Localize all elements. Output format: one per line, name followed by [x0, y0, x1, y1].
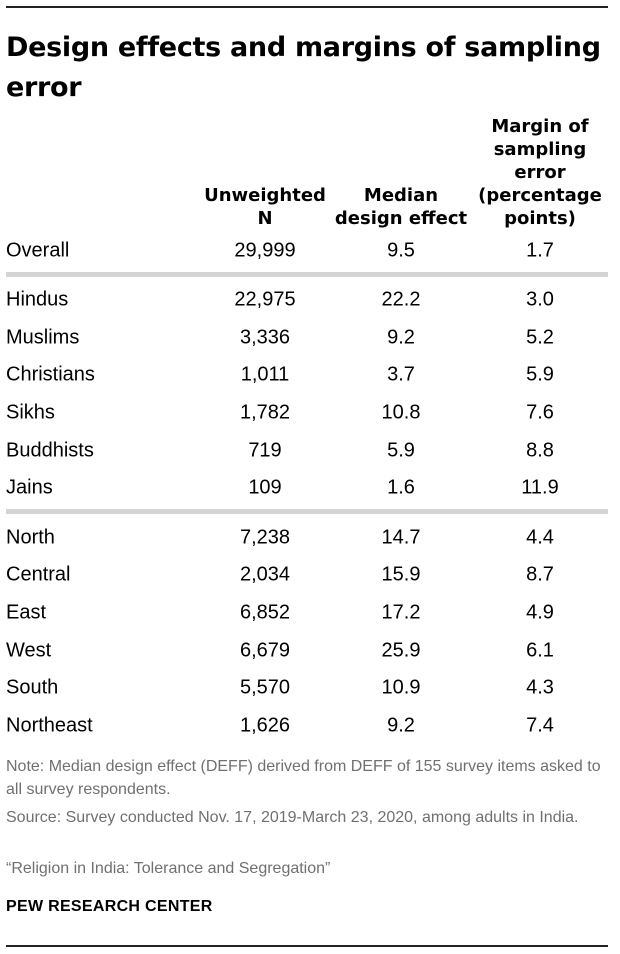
table-row: Sikhs 1,782 10.8 7.6 — [0, 394, 620, 431]
cell-margin-of-error: 3.0 — [526, 288, 554, 311]
table-row: Buddhists 719 5.9 8.8 — [0, 432, 620, 469]
table-row: West 6,679 25.9 6.1 — [0, 632, 620, 669]
note-text: Note: Median design effect (DEFF) derive… — [6, 758, 601, 798]
cell-median-design-effect: 15.9 — [381, 563, 421, 586]
cell-median-design-effect: 10.8 — [381, 401, 421, 424]
cell-margin-of-error: 7.4 — [526, 714, 554, 737]
cell-median-design-effect: 3.7 — [387, 363, 415, 386]
cell-median-design-effect: 1.6 — [387, 476, 415, 499]
cell-unweighted-n: 1,626 — [239, 714, 291, 737]
row-label: South — [6, 676, 59, 699]
cell-unweighted-n: 5,570 — [239, 676, 291, 699]
cell-unweighted-n: 719 — [248, 439, 282, 461]
bottom-rule — [6, 945, 608, 947]
cell-margin-of-error: 4.3 — [526, 676, 554, 699]
cell-median-design-effect: 5.9 — [387, 439, 415, 461]
table-row: Northeast 1,626 9.2 7.4 — [0, 707, 620, 744]
table-row: East 6,852 17.2 4.9 — [0, 594, 620, 631]
cell-median-design-effect: 9.2 — [387, 714, 415, 737]
row-label: Overall — [6, 239, 70, 261]
table-row: Christians 1,011 3.7 5.9 — [0, 357, 620, 394]
cell-unweighted-n: 29,999 — [234, 239, 296, 261]
cell-margin-of-error: 6.1 — [526, 639, 554, 661]
row-label: Buddhists — [6, 439, 94, 461]
cell-margin-of-error: 8.7 — [526, 563, 554, 586]
cell-unweighted-n: 109 — [248, 476, 282, 499]
cell-margin-of-error: 5.9 — [526, 363, 554, 386]
table-row: Hindus 22,975 22.2 3.0 — [0, 282, 620, 319]
cell-unweighted-n: 2,034 — [239, 563, 291, 586]
cell-margin-of-error: 5.2 — [526, 326, 554, 349]
cell-margin-of-error: 8.8 — [526, 439, 554, 461]
cell-unweighted-n: 6,852 — [239, 601, 291, 624]
row-label: Christians — [6, 363, 95, 386]
cell-median-design-effect: 17.2 — [381, 601, 421, 624]
row-label: Muslims — [6, 326, 80, 349]
column-header-margin-of-error: Margin of sampling error (percentage poi… — [478, 116, 602, 229]
row-label: Central — [6, 563, 71, 586]
cell-margin-of-error: 7.6 — [526, 401, 554, 424]
cell-unweighted-n: 1,011 — [240, 363, 290, 386]
cell-median-design-effect: 22.2 — [381, 288, 421, 311]
group-separator — [6, 509, 608, 515]
cell-margin-of-error: 4.4 — [526, 526, 554, 549]
cell-unweighted-n: 6,679 — [239, 639, 291, 661]
cell-median-design-effect: 14.7 — [381, 526, 421, 549]
cell-unweighted-n: 3,336 — [239, 326, 291, 349]
source-text: Source: Survey conducted Nov. 17, 2019-M… — [6, 809, 579, 826]
table-row: South 5,570 10.9 4.3 — [0, 670, 620, 707]
cell-margin-of-error: 1.7 — [526, 239, 554, 261]
cell-median-design-effect: 9.5 — [387, 239, 415, 261]
cell-unweighted-n: 7,238 — [239, 526, 291, 549]
row-label: Hindus — [6, 288, 69, 311]
row-label: Sikhs — [6, 401, 55, 424]
cell-unweighted-n: 22,975 — [234, 288, 296, 311]
table-row: Overall 29,999 9.5 1.7 — [0, 232, 620, 269]
table-row: Muslims 3,336 9.2 5.2 — [0, 319, 620, 356]
group-separator — [6, 271, 608, 277]
row-label: East — [6, 601, 47, 624]
cell-median-design-effect: 10.9 — [381, 676, 421, 699]
table-row: North 7,238 14.7 4.4 — [0, 519, 620, 556]
table-row: Central 2,034 15.9 8.7 — [0, 557, 620, 594]
cell-margin-of-error: 4.9 — [526, 601, 554, 624]
table-title: Design effects and margins of sampling e… — [6, 32, 601, 103]
row-label: Jains — [6, 476, 53, 499]
cell-unweighted-n: 1,782 — [239, 401, 291, 424]
publisher-label: PEW RESEARCH CENTER — [6, 898, 213, 915]
row-label: North — [6, 526, 55, 549]
column-header-unweighted-n: Unweighted N — [204, 185, 326, 229]
cell-margin-of-error: 11.9 — [521, 476, 559, 499]
top-rule — [6, 6, 608, 8]
column-header-median-design-effect: Median design effect — [334, 185, 468, 229]
cell-median-design-effect: 9.2 — [387, 326, 415, 349]
row-label: West — [6, 639, 52, 661]
table-row: Jains 109 1.6 11.9 — [0, 470, 620, 507]
report-title-text: “Religion in India: Tolerance and Segreg… — [6, 860, 331, 877]
cell-median-design-effect: 25.9 — [381, 639, 421, 661]
row-label: Northeast — [6, 714, 93, 737]
